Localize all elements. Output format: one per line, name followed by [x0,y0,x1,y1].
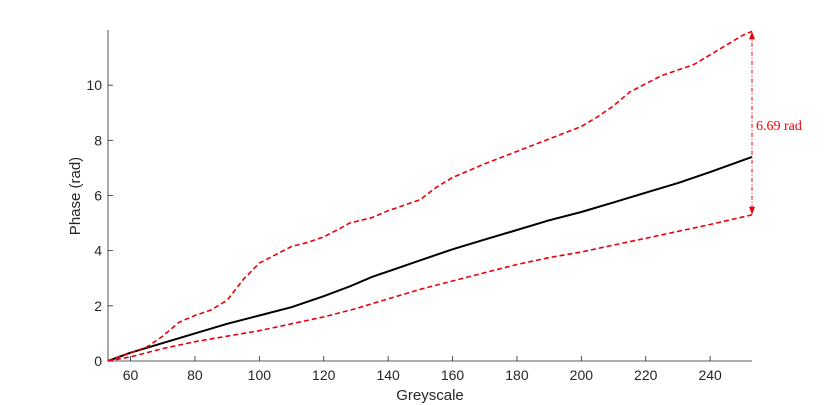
x-tick-label: 100 [248,367,272,383]
x-tick-label: 120 [312,367,336,383]
x-tick-label: 200 [570,367,594,383]
series-line-mean [107,155,753,362]
x-axis-label: Greyscale [396,387,464,404]
x-tick-label: 160 [441,367,465,383]
y-tick-label: 0 [94,353,102,369]
y-tick-label: 8 [94,132,102,148]
y-tick-label: 4 [94,243,102,259]
arrow-head-bottom [749,206,755,215]
y-axis-label: Phase (rad) [67,157,84,235]
axes: 60 80 100 120 140 160 180 200 220 240 0 2 4 6 8 10 [86,30,752,383]
x-tick-label: 220 [634,367,658,383]
y-tick-label: 6 [94,188,102,204]
x-tick-label: 60 [123,367,139,383]
x-tick-label: 80 [187,367,203,383]
x-tick-label: 180 [505,367,529,383]
annotation-label: 6.69 rad [756,119,802,134]
series-line-bound-2 [107,214,753,362]
series-line-bound-1 [107,30,753,362]
y-tick-label: 2 [94,298,102,314]
x-tick-label: 240 [698,367,722,383]
series-layer [107,30,753,362]
arrow-head-top [749,31,755,40]
x-tick-label: 140 [376,367,400,383]
y-tick-label: 10 [86,77,102,93]
annotation-layer: 6.69 rad [749,31,802,215]
